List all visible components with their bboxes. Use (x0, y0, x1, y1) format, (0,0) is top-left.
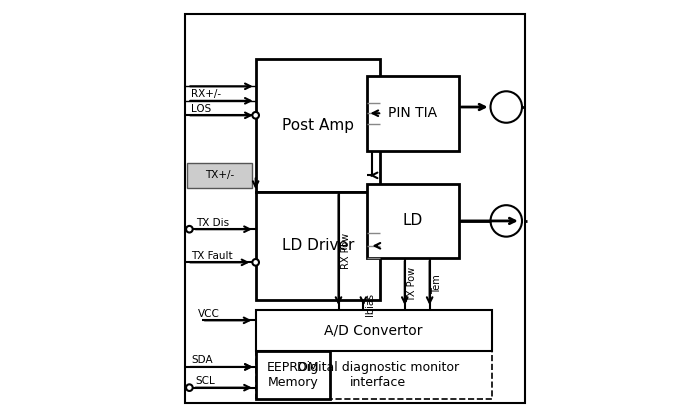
Text: A/D Convertor: A/D Convertor (324, 324, 423, 338)
Bar (256, 310, 492, 352)
Bar (368, 76, 458, 151)
Text: TX Dis: TX Dis (196, 218, 229, 228)
Bar (188, 163, 252, 188)
Text: SDA: SDA (192, 355, 213, 365)
Bar (256, 310, 492, 399)
Text: PIN TIA: PIN TIA (389, 106, 437, 120)
Text: TX Pow: TX Pow (407, 266, 417, 301)
Circle shape (253, 259, 259, 266)
Text: RX Pow: RX Pow (341, 233, 351, 269)
Circle shape (491, 91, 522, 123)
Text: Tem: Tem (432, 274, 441, 294)
Text: LD: LD (403, 214, 423, 229)
Text: Post Amp: Post Amp (282, 118, 354, 133)
Bar (185, 14, 525, 403)
Circle shape (186, 226, 193, 233)
Text: EEPROM
Memory: EEPROM Memory (267, 361, 320, 389)
Bar (256, 59, 380, 192)
Bar (368, 183, 458, 258)
Text: VCC: VCC (198, 309, 219, 319)
Text: LD Driver: LD Driver (282, 238, 354, 253)
Bar (256, 352, 330, 399)
Text: Digital diagnostic monitor
interface: Digital diagnostic monitor interface (297, 362, 459, 389)
Text: Ibias: Ibias (366, 293, 376, 317)
Circle shape (186, 384, 193, 391)
Text: RX+/-: RX+/- (192, 88, 221, 98)
Text: TX Fault: TX Fault (192, 251, 233, 261)
Circle shape (491, 205, 522, 237)
Text: SCL: SCL (196, 376, 215, 386)
Circle shape (253, 112, 259, 118)
Bar (256, 192, 380, 300)
Text: TX+/-: TX+/- (204, 171, 234, 181)
Text: LOS: LOS (192, 104, 212, 114)
